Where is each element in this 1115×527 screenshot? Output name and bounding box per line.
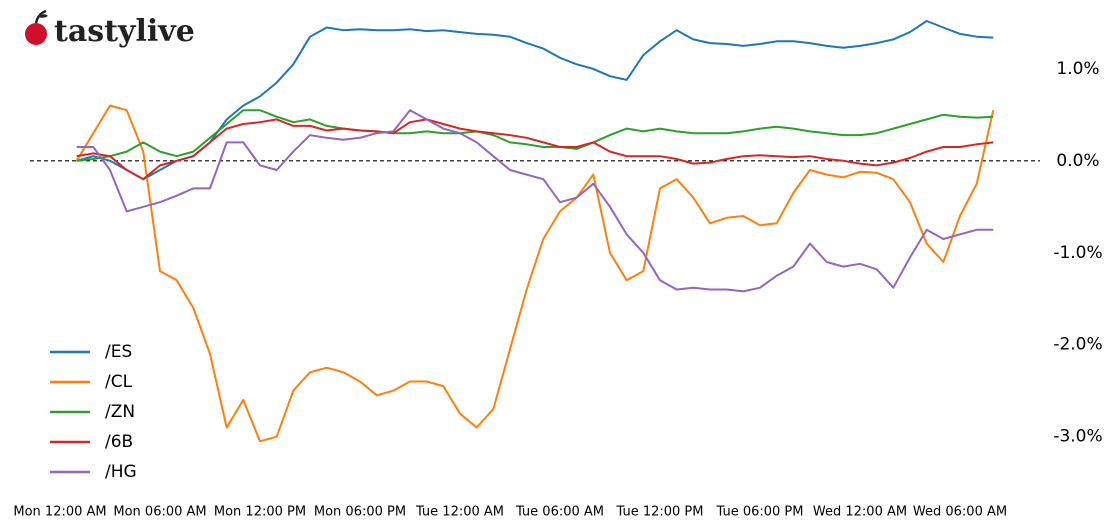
series-line	[76, 20, 994, 181]
x-tick-label: Mon 12:00 PM	[214, 505, 306, 520]
x-tick-label: Wed 12:00 AM	[813, 505, 907, 520]
series-line	[76, 109, 994, 293]
x-tick-label: Mon 12:00 AM	[13, 505, 106, 520]
x-tick-label: Mon 06:00 PM	[314, 505, 406, 520]
y-tick-label: 0.0%	[1056, 151, 1099, 171]
series-line	[76, 109, 994, 162]
logo: tastylive	[54, 14, 195, 49]
x-tick-label: Tue 06:00 AM	[515, 505, 604, 520]
x-tick-label: Tue 12:00 AM	[415, 505, 504, 520]
x-tick-label: Wed 06:00 AM	[913, 505, 1007, 520]
legend-label: /ES	[105, 342, 132, 362]
x-tick-label: Mon 06:00 AM	[113, 505, 206, 520]
logo-mark	[25, 9, 48, 45]
y-tick-label: -1.0%	[1053, 243, 1102, 263]
legend-label: /6B	[105, 432, 133, 452]
legend-label: /HG	[105, 462, 137, 482]
x-tick-label: Tue 12:00 PM	[616, 505, 704, 520]
legend-label: /CL	[105, 372, 133, 392]
series-line	[75, 104, 995, 443]
series-line	[76, 118, 994, 181]
y-tick-label: -3.0%	[1053, 427, 1102, 447]
x-tick-label: Tue 06:00 PM	[716, 505, 804, 520]
y-tick-label: -2.0%	[1053, 335, 1102, 355]
legend-label: /ZN	[105, 402, 135, 422]
y-tick-label: 1.0%	[1056, 59, 1099, 79]
